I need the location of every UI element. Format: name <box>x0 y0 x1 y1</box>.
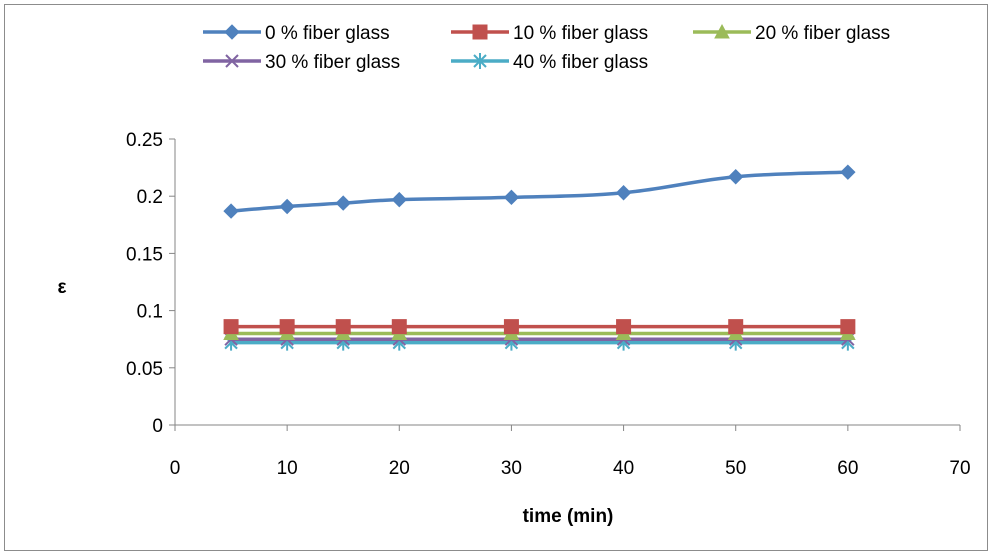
x-tick-label: 40 <box>613 458 634 479</box>
x-axis-title: time (min) <box>523 506 614 527</box>
data-point <box>335 319 351 335</box>
data-point <box>335 195 351 211</box>
data-point <box>615 185 632 201</box>
y-tick-label: 0.25 <box>126 130 163 151</box>
x-tick-label: 50 <box>725 458 746 479</box>
series-line <box>230 170 848 213</box>
data-point <box>503 319 519 335</box>
legend-item: 20 % fiber glass <box>693 23 890 44</box>
series-0-fiber-glass <box>223 164 856 219</box>
y-tick-label: 0 <box>152 416 163 437</box>
x-tick-label: 70 <box>949 458 970 479</box>
data-point <box>616 319 632 335</box>
data-point <box>503 189 520 206</box>
x-tick-label: 60 <box>837 458 858 479</box>
y-axis-title: ε <box>57 277 66 298</box>
y-tick-label: 0.1 <box>137 302 163 323</box>
data-point <box>728 319 744 335</box>
legend-item: 10 % fiber glass <box>451 23 648 44</box>
marker-stroke <box>225 54 239 68</box>
data-point <box>279 319 295 335</box>
series-40-fiber-glass <box>224 334 855 351</box>
y-tick-label: 0.2 <box>137 187 163 208</box>
legend-marker <box>224 24 240 40</box>
axes: 0 0.05 0.1 0.15 0.2 0.25 0 10 20 30 40 50 60 70 <box>126 130 971 479</box>
legend-item: 40 % fiber glass <box>451 52 648 73</box>
legend-label: 40 % fiber glass <box>513 52 648 73</box>
data-point <box>223 203 239 219</box>
plot-series <box>223 164 856 351</box>
x-tick-label: 10 <box>277 458 298 479</box>
x-tick-label: 30 <box>501 458 522 479</box>
data-point <box>223 319 239 335</box>
chart-area <box>4 4 988 551</box>
data-point <box>728 169 744 185</box>
legend-label: 30 % fiber glass <box>265 52 400 73</box>
series-10-fiber-glass <box>223 319 856 335</box>
legend-label: 20 % fiber glass <box>755 23 890 44</box>
legend-item: 30 % fiber glass <box>203 52 400 73</box>
legend-item: 0 % fiber glass <box>203 23 390 44</box>
legend-marker <box>714 23 730 39</box>
legend-marker <box>472 24 488 40</box>
data-point <box>391 191 407 208</box>
x-tick-label: 0 <box>170 458 181 479</box>
legend-label: 10 % fiber glass <box>513 23 648 44</box>
x-tick-label: 20 <box>389 458 410 479</box>
legend-marker <box>473 53 487 69</box>
legend: 0 % fiber glass 10 % fiber glass 20 % fibe… <box>203 23 890 73</box>
data-point <box>279 198 295 215</box>
y-tick-label: 0.15 <box>126 244 163 265</box>
legend-label: 0 % fiber glass <box>265 23 390 44</box>
data-point <box>840 164 856 180</box>
data-point <box>840 319 856 335</box>
y-tick-label: 0.05 <box>126 359 163 380</box>
data-point <box>391 319 407 335</box>
legend-marker <box>225 54 239 68</box>
